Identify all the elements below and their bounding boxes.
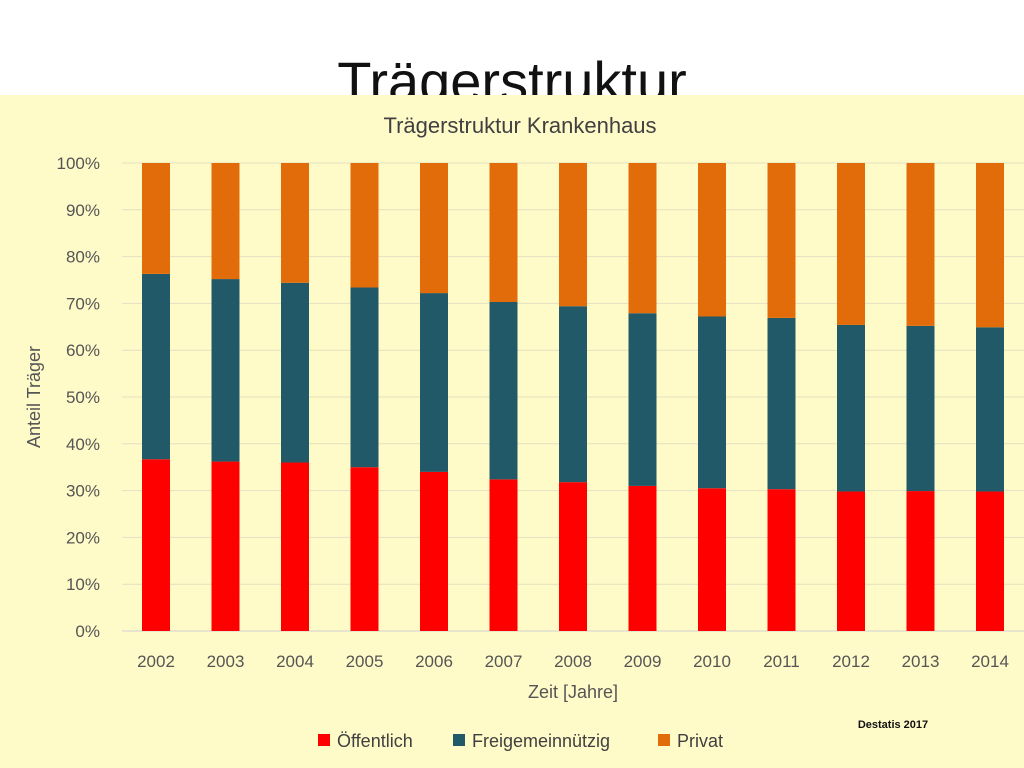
bar-segment-privat-2003 — [211, 163, 240, 280]
stacked-bar-chart: Trägerstruktur Krankenhaus 0% 10% 20% 30% 40… — [24, 113, 1024, 751]
bar-segment-freigemeinnützig-2003 — [211, 279, 240, 462]
bar-segment-privat-2014 — [976, 163, 1004, 328]
bar-segment-freigemeinnützig-2011 — [767, 317, 796, 490]
y-tick-label: 10% — [66, 575, 100, 594]
bar-segment-freigemeinnützig-2009 — [628, 313, 657, 486]
bar-segment-öffentlich-2004 — [281, 462, 309, 631]
y-tick-label: 50% — [66, 388, 100, 407]
bar-segment-öffentlich-2003 — [211, 461, 240, 631]
bar-segment-freigemeinnützig-2004 — [281, 282, 309, 463]
bar-segment-freigemeinnützig-2008 — [559, 306, 587, 483]
x-tick-label: 2007 — [485, 652, 523, 671]
bar-segment-privat-2013 — [906, 163, 935, 326]
legend-label: Privat — [677, 731, 723, 751]
y-axis-tick-labels: 0% 10% 20% 30% 40% 50% 60% 70% 80% 90% 100% — [57, 154, 100, 641]
y-tick-label: 80% — [66, 248, 100, 267]
x-tick-label: 2006 — [415, 652, 453, 671]
bar-segment-privat-2011 — [767, 163, 796, 318]
bar-segment-privat-2009 — [628, 163, 657, 314]
bar-segment-öffentlich-2008 — [559, 482, 587, 631]
legend-swatch — [318, 734, 330, 746]
y-tick-label: 70% — [66, 294, 100, 313]
bar-segment-öffentlich-2011 — [767, 489, 796, 631]
bar-segment-freigemeinnützig-2013 — [906, 325, 935, 492]
bar-segment-privat-2007 — [489, 163, 518, 302]
y-tick-label: 40% — [66, 435, 100, 454]
legend-swatch — [453, 734, 465, 746]
bar-segment-öffentlich-2010 — [698, 488, 726, 631]
bar-segment-privat-2012 — [837, 163, 865, 325]
bar-segment-privat-2004 — [281, 163, 309, 283]
bar-segment-öffentlich-2014 — [976, 491, 1004, 631]
x-tick-label: 2010 — [693, 652, 731, 671]
bar-segment-freigemeinnützig-2007 — [489, 301, 518, 480]
bar-segment-freigemeinnützig-2010 — [698, 316, 726, 489]
bar-segment-freigemeinnützig-2012 — [837, 324, 865, 492]
bar-segment-öffentlich-2005 — [350, 467, 379, 631]
y-tick-label: 0% — [75, 622, 100, 641]
x-tick-label: 2005 — [346, 652, 384, 671]
legend: Öffentlich Freigemeinnützig Privat — [318, 731, 723, 751]
source-note: Destatis 2017 — [858, 719, 928, 731]
x-tick-label: 2003 — [207, 652, 245, 671]
y-tick-label: 60% — [66, 341, 100, 360]
x-axis-title: Zeit [Jahre] — [528, 682, 618, 702]
bar-segment-privat-2008 — [559, 163, 587, 307]
bar-segment-öffentlich-2012 — [837, 491, 865, 631]
bar-segment-privat-2010 — [698, 163, 726, 317]
bar-segment-privat-2006 — [420, 163, 448, 294]
bar-segment-freigemeinnützig-2006 — [420, 293, 448, 472]
x-tick-label: 2011 — [763, 652, 800, 671]
y-tick-label: 20% — [66, 528, 100, 547]
x-tick-label: 2012 — [832, 652, 870, 671]
x-tick-label: 2014 — [971, 652, 1009, 671]
y-tick-label: 100% — [57, 154, 100, 173]
legend-label: Freigemeinnützig — [472, 731, 610, 751]
bar-segment-öffentlich-2013 — [906, 491, 935, 631]
chart-title: Trägerstruktur Krankenhaus — [383, 113, 656, 138]
y-tick-label: 90% — [66, 201, 100, 220]
legend-label: Öffentlich — [337, 731, 413, 751]
x-tick-label: 2013 — [902, 652, 940, 671]
bar-segment-öffentlich-2007 — [489, 479, 518, 631]
x-tick-label: 2004 — [276, 652, 314, 671]
bar-segment-privat-2002 — [142, 163, 170, 274]
bar-segment-privat-2005 — [350, 163, 379, 288]
x-tick-label: 2002 — [137, 652, 175, 671]
bar-segment-öffentlich-2002 — [142, 459, 170, 631]
bar-segment-freigemeinnützig-2002 — [142, 273, 170, 460]
x-tick-label: 2009 — [624, 652, 662, 671]
bar-segment-öffentlich-2006 — [420, 471, 448, 631]
y-axis-title: Anteil Träger — [24, 346, 44, 448]
chart-panel: Trägerstruktur Krankenhaus 0% 10% 20% 30% 40… — [0, 95, 1024, 768]
legend-swatch — [658, 734, 670, 746]
y-tick-label: 30% — [66, 482, 100, 501]
x-axis-tick-labels: 2002 2003 2004 2005 2006 2007 2008 2009 2010 2011… — [137, 652, 1009, 671]
bar-segment-öffentlich-2009 — [628, 485, 657, 631]
x-tick-label: 2008 — [554, 652, 592, 671]
bars — [142, 163, 1004, 631]
bar-segment-freigemeinnützig-2005 — [350, 287, 379, 468]
bar-segment-freigemeinnützig-2014 — [976, 327, 1004, 492]
